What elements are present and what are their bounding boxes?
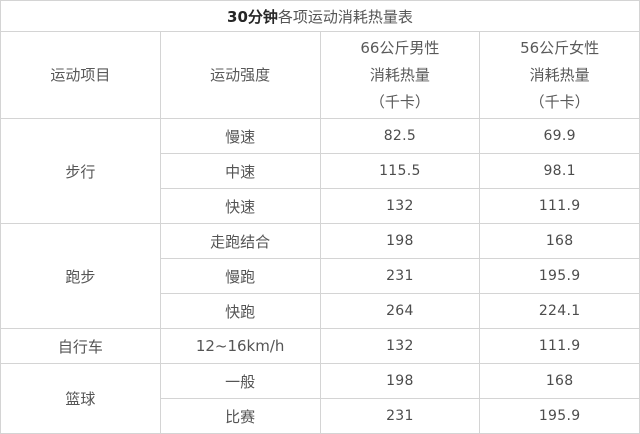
cell-female-kcal: 224.1 [479,293,640,329]
header-female-line3: （千卡） [529,92,590,111]
cell-female-kcal: 98.1 [479,153,640,189]
header-female-line1: 56公斤女性 [520,38,600,57]
table-title: 30分钟各项运动消耗热量表 [0,0,640,32]
table-row: 跑步 走跑结合 198 168 [0,223,640,329]
table-row: 篮球 一般 198 168 [0,363,640,434]
cell-male-kcal: 231 [319,398,481,434]
cell-intensity: 走跑结合 [159,223,321,259]
cell-male-kcal: 198 [319,363,481,399]
cell-female-kcal: 168 [479,223,640,259]
header-intensity: 运动强度 [159,31,321,119]
cell-intensity: 慢速 [159,118,321,154]
cell-female-kcal: 111.9 [479,188,640,224]
cell-intensity: 快速 [159,188,321,224]
cell-activity-cycling: 自行车 [0,328,161,364]
table-row: 快速 132 111.9 [1,188,640,224]
cell-male-kcal: 231 [319,258,481,294]
cell-female-kcal: 111.9 [479,328,640,364]
header-female-line2: 消耗热量 [529,65,590,84]
table-row: 步行 慢速 82.5 69.9 [0,118,640,224]
table-row: 慢跑 231 195.9 [1,258,640,294]
cell-female-kcal: 195.9 [479,398,640,434]
cell-activity-running: 跑步 [0,223,161,329]
cell-intensity: 12~16km/h [159,328,321,364]
header-male-line1: 66公斤男性 [360,38,440,57]
table-row: 运动项目 运动强度 66公斤男性 消耗热量 （千卡） 56公斤女性 消耗热量 （… [0,31,640,119]
table-row: 自行车 12~16km/h 132 111.9 [0,328,640,364]
table-row: 30分钟各项运动消耗热量表 [0,0,640,32]
header-male-line2: 消耗热量 [369,65,430,84]
cell-female-kcal: 69.9 [479,118,640,154]
cell-male-kcal: 82.5 [319,118,481,154]
cell-male-kcal: 132 [319,328,481,364]
cell-intensity: 一般 [159,363,321,399]
header-male: 66公斤男性 消耗热量 （千卡） [319,31,481,119]
cell-activity-walking: 步行 [0,118,161,224]
header-male-line3: （千卡） [369,92,430,111]
title-rest-text: 各项运动消耗热量表 [277,7,413,26]
table-row: 快跑 264 224.1 [1,293,640,329]
cell-intensity: 比赛 [159,398,321,434]
cell-male-kcal: 132 [319,188,481,224]
cell-male-kcal: 198 [319,223,481,259]
cell-male-kcal: 264 [319,293,481,329]
cell-female-kcal: 168 [479,363,640,399]
cell-activity-basketball: 篮球 [0,363,161,434]
title-bold-text: 30分钟 [227,7,278,26]
header-female: 56公斤女性 消耗热量 （千卡） [479,31,640,119]
cell-intensity: 慢跑 [159,258,321,294]
header-activity: 运动项目 [0,31,161,119]
cell-female-kcal: 195.9 [479,258,640,294]
cell-intensity: 中速 [159,153,321,189]
table-row: 中速 115.5 98.1 [1,153,640,189]
table-row: 比赛 231 195.9 [1,398,640,434]
cell-intensity: 快跑 [159,293,321,329]
cell-male-kcal: 115.5 [319,153,481,189]
